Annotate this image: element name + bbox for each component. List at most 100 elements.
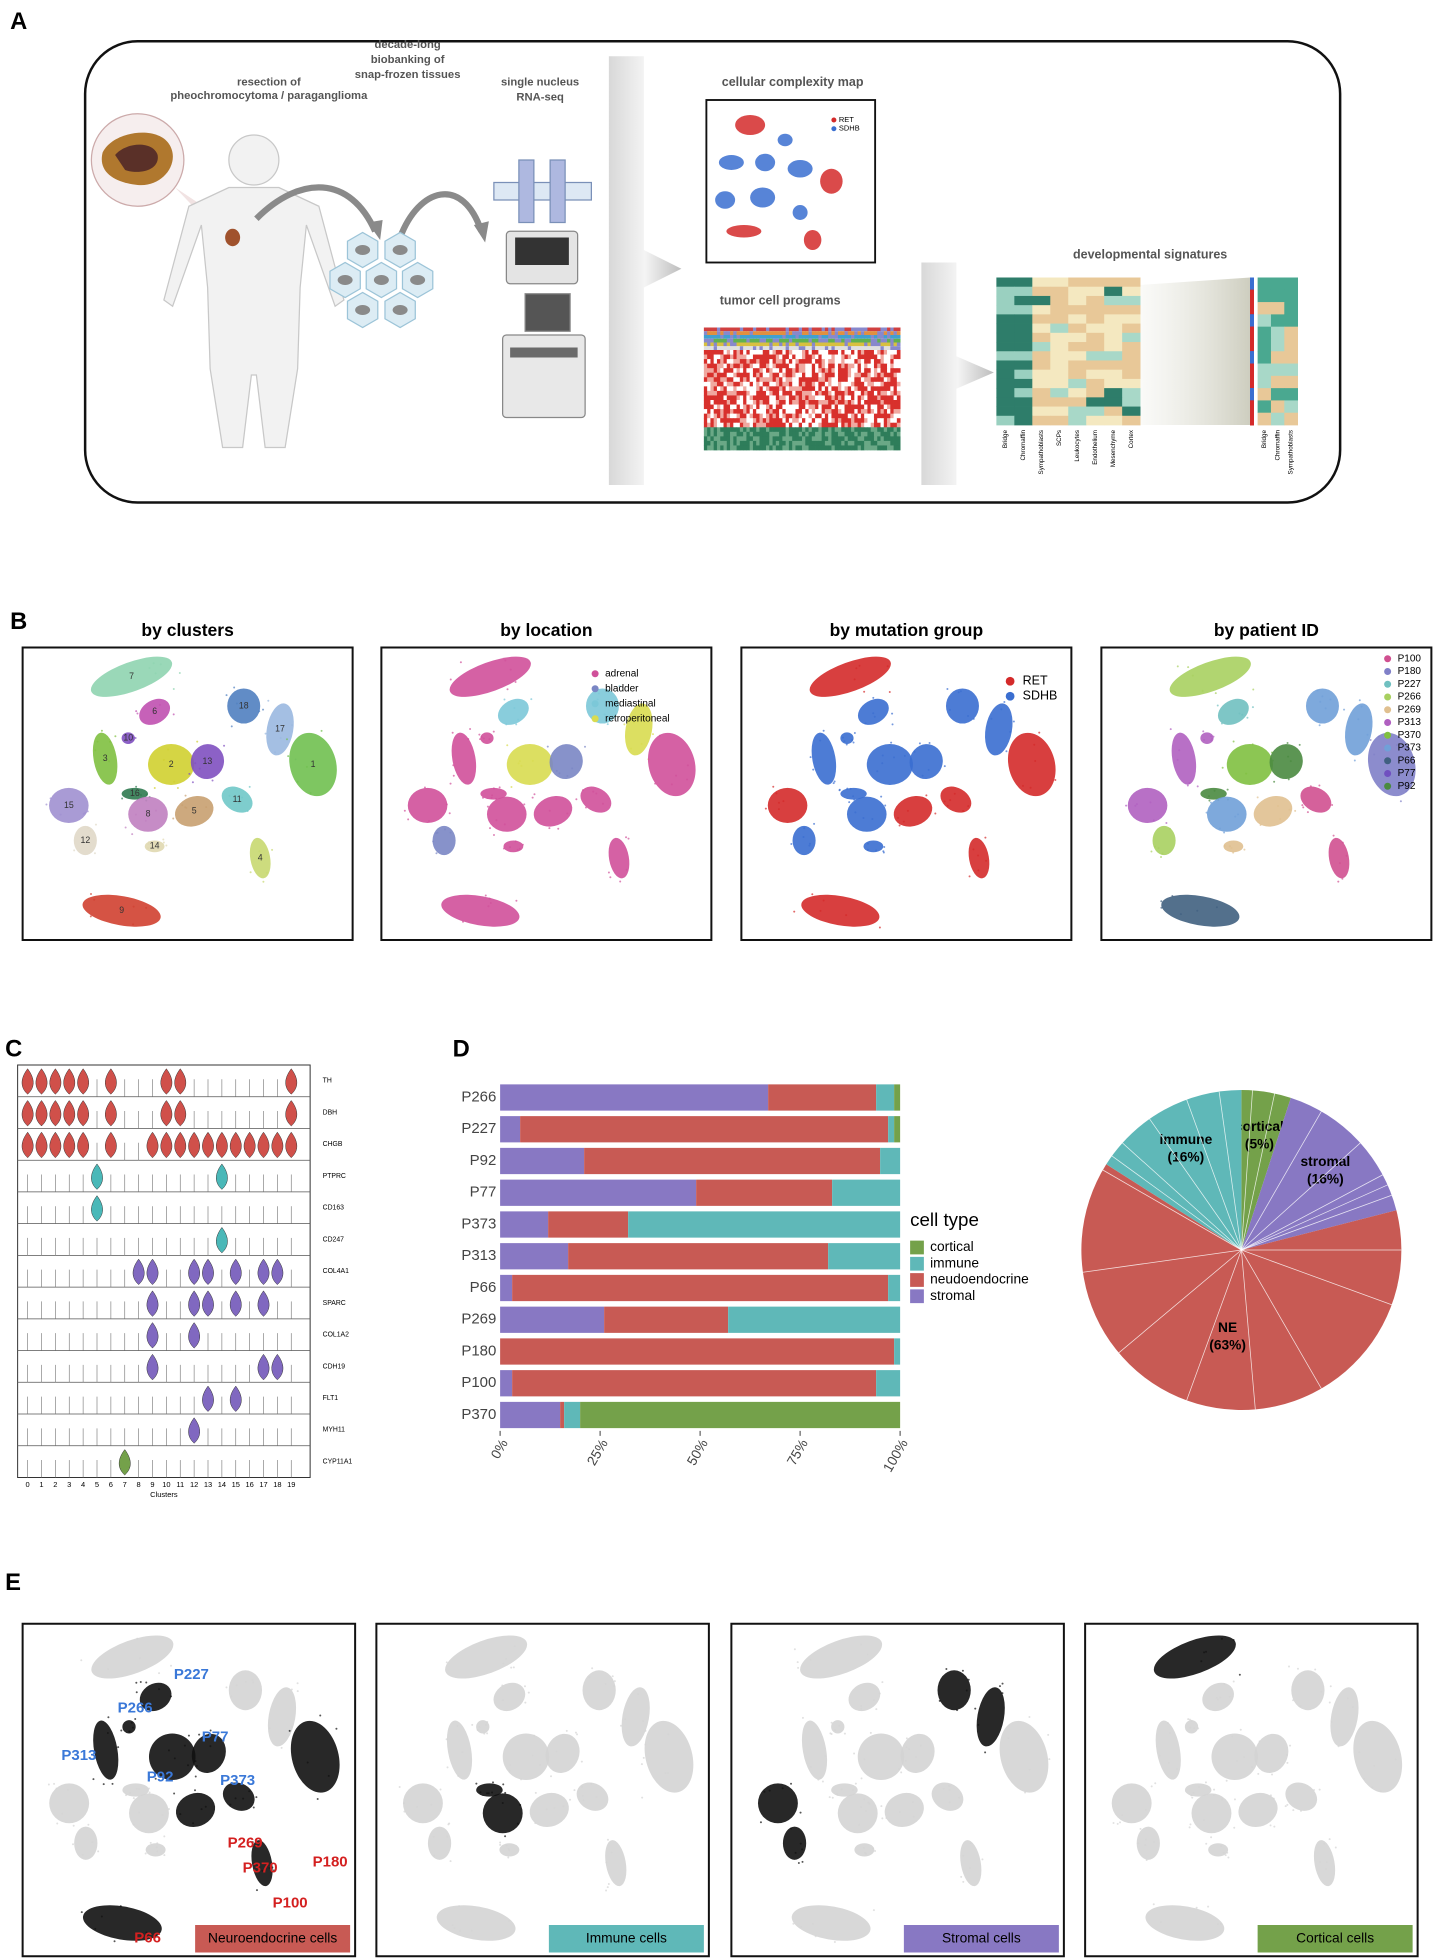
- umap-cluster: [1254, 1733, 1289, 1774]
- annotation-cell: [723, 346, 728, 350]
- umap-point: [285, 738, 288, 741]
- umap-point: [173, 1792, 176, 1795]
- annotation-cell: [716, 327, 721, 332]
- umap-point: [840, 1788, 843, 1791]
- heat-cell: [766, 386, 770, 392]
- heat-cell: [864, 431, 868, 437]
- signature-cell: [1122, 305, 1141, 315]
- heat-cell: [837, 418, 842, 424]
- umap-point: [513, 706, 516, 709]
- heat-cell: [772, 350, 777, 355]
- umap-point: [1329, 1685, 1332, 1688]
- umap-point: [841, 736, 844, 739]
- heat-cell: [847, 404, 852, 410]
- signature-cell: [1270, 326, 1285, 340]
- signature-cell: [1122, 323, 1141, 334]
- signature-cell: [1270, 400, 1285, 414]
- heat-cell: [883, 409, 888, 415]
- violin: [188, 1322, 200, 1349]
- annotation-cell: [873, 327, 878, 332]
- signature-cell: [1284, 289, 1298, 303]
- signature-cell: [1122, 369, 1141, 380]
- umap-point: [93, 852, 96, 855]
- umap-point: [1145, 1859, 1148, 1862]
- heat-cell: [743, 440, 747, 446]
- heat-cell: [847, 427, 852, 433]
- heat-cell: [752, 368, 757, 374]
- heat-cell: [815, 381, 819, 387]
- violin: [63, 1131, 76, 1159]
- annotation-cell: [802, 335, 806, 339]
- heat-cell: [841, 409, 845, 415]
- umap-point: [515, 723, 518, 726]
- umap-point: [581, 1794, 584, 1797]
- signature-cell: [1068, 277, 1087, 288]
- annotation-cell: [837, 338, 842, 343]
- heat-cell: [739, 377, 744, 383]
- column-label: Endothelium: [1092, 430, 1099, 465]
- umap-point: [1196, 909, 1199, 912]
- heat-cell: [887, 363, 891, 369]
- umap-point: [456, 1724, 459, 1727]
- heat-cell: [880, 368, 885, 374]
- umap-cluster: [857, 698, 889, 725]
- heat-cell: [730, 440, 734, 446]
- umap-point: [831, 1796, 834, 1799]
- heat-cell: [854, 368, 858, 374]
- heat-cell: [828, 404, 832, 410]
- umap-point: [209, 1729, 212, 1732]
- annotation-cell: [766, 342, 770, 347]
- heat-cell: [798, 386, 803, 392]
- umap-point: [1228, 1695, 1231, 1698]
- heat-cell: [720, 381, 724, 387]
- umap-point: [265, 871, 268, 874]
- umap-cluster: [480, 787, 507, 800]
- heat-cell: [815, 445, 819, 451]
- heat-cell: [736, 354, 741, 360]
- annotation-cell: [788, 342, 793, 347]
- heat-cell: [818, 363, 822, 369]
- umap-point: [972, 717, 975, 720]
- heat-cell: [831, 427, 836, 433]
- heat-cell: [837, 436, 842, 442]
- umap-cluster: [128, 796, 168, 832]
- tumor-site: [225, 228, 241, 247]
- heat-cell: [788, 354, 793, 360]
- heat-cell: [716, 372, 721, 378]
- umap-point: [135, 710, 138, 713]
- signature-cell: [1086, 397, 1105, 407]
- umap-point: [893, 756, 896, 759]
- umap-point: [972, 848, 975, 851]
- umap-point: [508, 1849, 511, 1852]
- umap-cluster: [449, 656, 531, 697]
- umap-point: [642, 1720, 645, 1723]
- heat-cell: [896, 372, 901, 378]
- heat-cell: [733, 372, 737, 378]
- heat-cell: [857, 363, 862, 369]
- bar-segment: [560, 1401, 565, 1429]
- heat-cell: [818, 436, 822, 442]
- column-label: Mesenchyme: [1110, 429, 1117, 467]
- umap-point: [461, 1751, 464, 1754]
- heat-cell: [811, 363, 816, 369]
- umap-point: [423, 786, 426, 789]
- umap-point: [1202, 1819, 1205, 1822]
- umap-point: [1213, 789, 1216, 792]
- cluster-tick-label: 13: [204, 1480, 212, 1489]
- annotation-cell: [772, 342, 777, 347]
- annotation-cell: [887, 331, 891, 335]
- umap-point: [968, 875, 971, 878]
- heat-cell: [854, 409, 858, 415]
- umap-point: [136, 712, 139, 715]
- heat-cell: [746, 359, 751, 365]
- heat-cell: [752, 418, 757, 424]
- heat-cell: [824, 440, 829, 446]
- umap-point: [475, 1782, 478, 1785]
- signature-cell: [1086, 351, 1105, 361]
- signature-cell: [1257, 375, 1272, 389]
- annotation-cell: [775, 327, 780, 332]
- signature-cell: [1086, 286, 1105, 297]
- umap-point: [1318, 724, 1321, 727]
- annotation-cell: [782, 327, 787, 332]
- heat-cell: [808, 390, 813, 396]
